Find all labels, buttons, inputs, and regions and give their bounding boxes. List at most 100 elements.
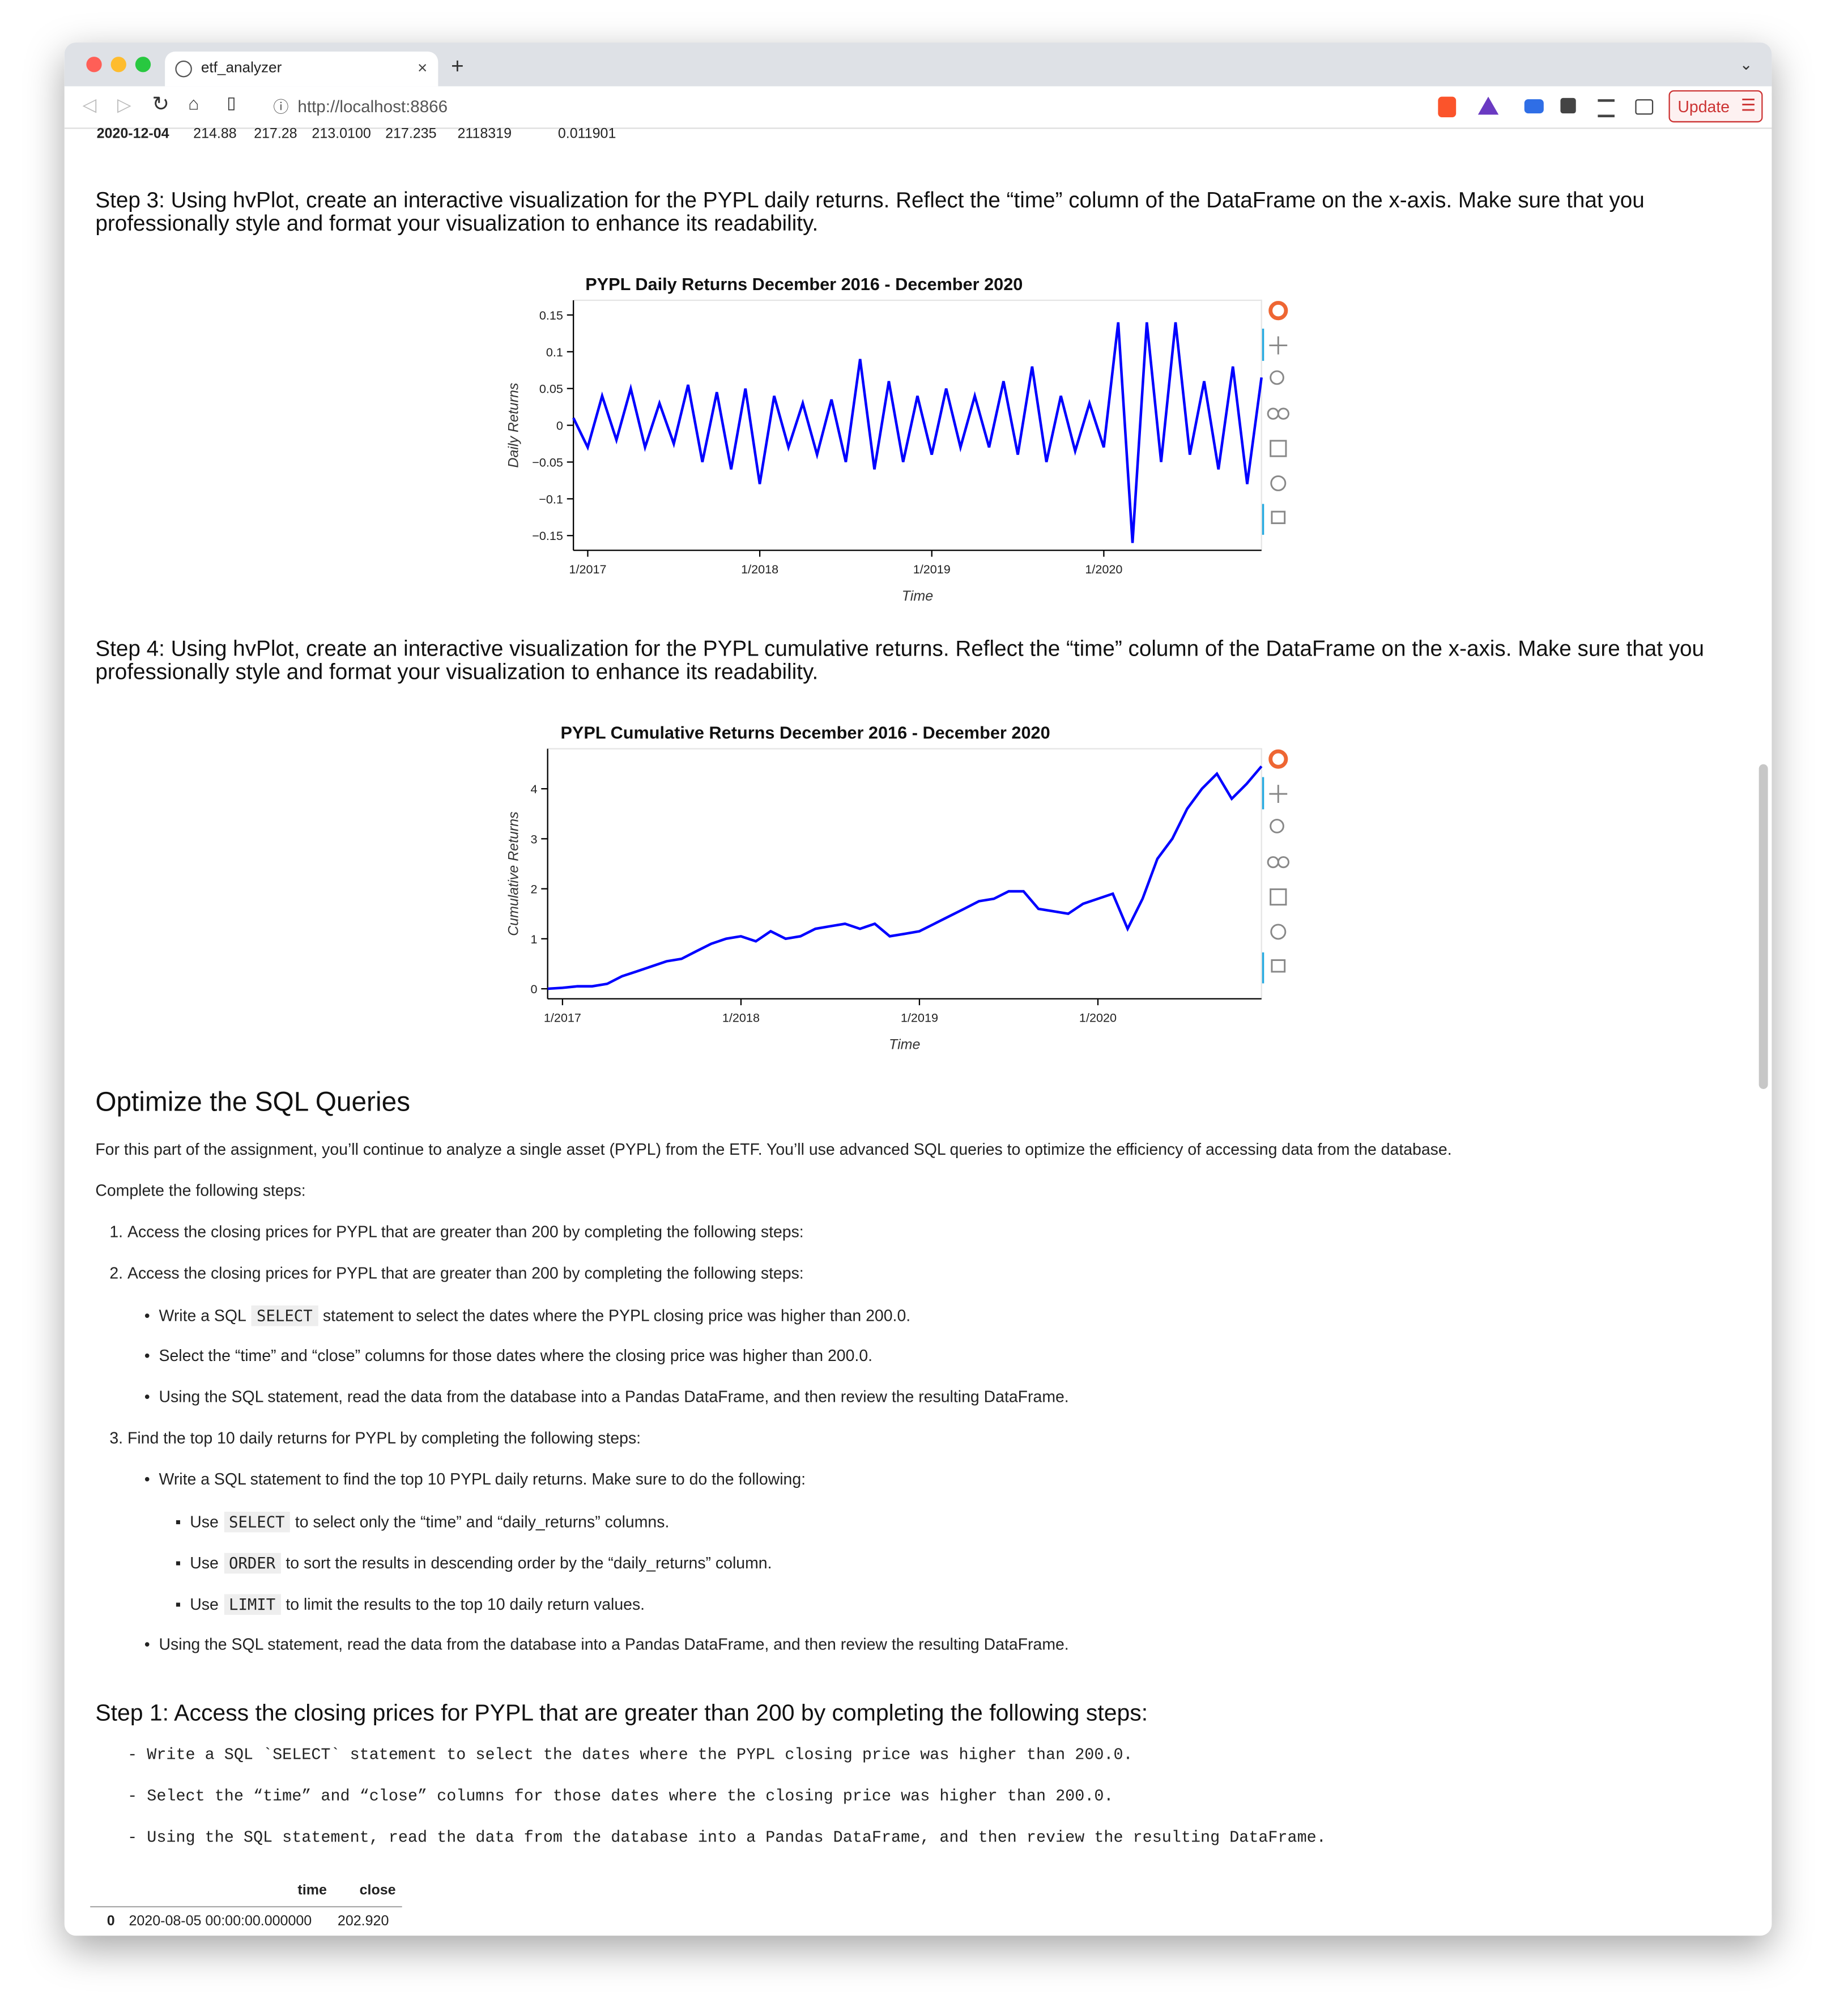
list-number: 1. (109, 1223, 124, 1241)
table-cell: 2020-08-05 00:00:00.000000 (129, 1913, 312, 1929)
tab-menu[interactable]: ⌄ (1739, 55, 1753, 74)
zoom-tool[interactable] (1270, 819, 1284, 833)
playlist-icon[interactable] (1598, 99, 1615, 117)
back[interactable]: ◁ (82, 94, 97, 115)
wheel-zoom[interactable] (1267, 856, 1279, 869)
rewards-icon[interactable] (1477, 96, 1499, 115)
list-item: • Select the “time” and “close” columns … (144, 1347, 872, 1365)
browser-window: etf_analyzer × + ⌄ ◁ ▷ ↻ ⌂ ▯ ⓘ http://lo… (64, 42, 1772, 1936)
y-tick-label: 0 (556, 419, 563, 433)
item-text: Write a SQL (159, 1307, 246, 1325)
hover-tool[interactable] (1271, 511, 1286, 524)
zoom-tool[interactable] (1270, 370, 1284, 385)
min-dot[interactable] (110, 57, 126, 73)
extensions-icon[interactable] (1560, 97, 1576, 114)
bullet: • (144, 1635, 159, 1654)
inline-code: ORDER (223, 1553, 281, 1574)
bullet: • (144, 1388, 159, 1406)
bullet: • (144, 1307, 159, 1325)
logo[interactable] (1268, 749, 1288, 769)
update-button[interactable]: Update ☰ (1668, 90, 1763, 123)
pan-tool[interactable] (1269, 336, 1288, 355)
bullet: ▪ (175, 1554, 190, 1572)
x-tick-label: 1/2018 (741, 562, 778, 576)
x-axis-label: Time (902, 588, 933, 604)
data-line (572, 322, 1263, 543)
x-tick-label: 1/2017 (544, 1011, 581, 1025)
info-icon: ⓘ (273, 97, 289, 116)
table-cell: 217.235 (385, 126, 437, 142)
bullet: ▪ (175, 1595, 190, 1614)
close-dot[interactable] (86, 57, 102, 73)
x-axis-label: Time (889, 1036, 920, 1052)
item-text: Use (190, 1554, 219, 1572)
y-tick-label: 0.05 (539, 382, 563, 396)
y-tick-label: 2 (530, 882, 537, 896)
save-tool[interactable] (1270, 888, 1287, 906)
table-cell: 2020-12-04 (96, 126, 169, 142)
x-tick-label: 1/2017 (569, 562, 606, 576)
item-text: Find the top 10 daily returns for PYPL b… (127, 1429, 641, 1448)
y-tick-label: 0 (530, 982, 537, 996)
wheel-zoom[interactable] (1267, 407, 1279, 420)
list-item: ▪ Use LIMIT to limit the results to the to… (175, 1594, 645, 1615)
item-text: Access the closing prices for PYPL that … (127, 1264, 804, 1283)
gap (123, 1264, 127, 1282)
reset-tool[interactable] (1270, 475, 1287, 491)
brave-icon[interactable] (1438, 96, 1457, 117)
list-item: 1. Access the closing prices for PYPL th… (109, 1223, 803, 1241)
reload[interactable]: ↻ (152, 94, 169, 116)
max-dot[interactable] (135, 57, 151, 73)
pan-tool[interactable] (1269, 785, 1288, 803)
logo[interactable] (1268, 301, 1288, 321)
code-line: - Select the “time” and “close” columns … (127, 1787, 1114, 1806)
home[interactable]: ⌂ (188, 92, 199, 114)
item-text: Using the SQL statement, read the data f… (159, 1388, 1069, 1406)
save-tool[interactable] (1270, 440, 1287, 457)
bookmark[interactable]: ▯ (227, 92, 236, 112)
item-text: Use (190, 1513, 219, 1532)
list-item: • Using the SQL statement, read the data… (144, 1388, 1069, 1406)
scrollbar-thumb[interactable] (1758, 764, 1768, 1089)
table-cell: 214.88 (193, 126, 237, 142)
toolbar (1261, 749, 1289, 984)
intro: For this part of the assignment, you’ll … (95, 1140, 1452, 1159)
step3-heading: Step 3: Using hvPlot, create an interact… (95, 188, 1645, 236)
item-text: to select only the “time” and “daily_ret… (295, 1513, 670, 1532)
y-tick-label: 4 (530, 782, 537, 796)
table-header: close (359, 1883, 396, 1899)
address-bar[interactable]: ⓘ http://localhost:8866 (258, 89, 1430, 122)
item-text: Use (190, 1595, 219, 1614)
list-number: 3. (109, 1429, 124, 1448)
item-text: Using the SQL statement, read the data f… (159, 1635, 1069, 1654)
item-text: Select the “time” and “close” columns fo… (159, 1346, 873, 1365)
wallet-icon[interactable] (1635, 99, 1654, 115)
hover-tool[interactable] (1271, 959, 1286, 973)
tab[interactable]: etf_analyzer × (165, 51, 438, 87)
table-rule (90, 1906, 402, 1908)
list-item: ▪ Use SELECT to select only the “time” and… (175, 1511, 670, 1533)
tab-bar: etf_analyzer × + ⌄ (64, 42, 1772, 87)
step4-heading: Step 4: Using hvPlot, create an interact… (95, 636, 1705, 684)
inline-code: LIMIT (223, 1594, 281, 1615)
tab-close[interactable]: × (417, 58, 428, 78)
camera-icon[interactable] (1524, 99, 1544, 114)
chart[interactable]: PYPL Cumulative Returns December 2016 - … (496, 713, 1295, 1061)
inline-code: SELECT (223, 1511, 290, 1533)
complete: Complete the following steps: (95, 1181, 306, 1200)
reset-tool[interactable] (1270, 924, 1287, 940)
step1-heading: Step 1: Access the closing prices for PY… (95, 1700, 1148, 1726)
section-title: Optimize the SQL Queries (95, 1087, 411, 1117)
new-tab[interactable]: + (451, 54, 464, 79)
chart[interactable]: PYPL Daily Returns December 2016 - Decem… (496, 264, 1295, 612)
code-line: - Using the SQL statement, read the data… (127, 1828, 1326, 1847)
gap (123, 1429, 127, 1447)
list-item: 3. Find the top 10 daily returns for PYP… (109, 1429, 641, 1447)
forward[interactable]: ▷ (117, 94, 131, 115)
list-item: • Write a SQL statement to find the top … (144, 1470, 806, 1488)
bullet: • (144, 1470, 159, 1489)
plot-frame (547, 748, 1262, 1000)
y-tick-label: −0.15 (532, 529, 563, 543)
